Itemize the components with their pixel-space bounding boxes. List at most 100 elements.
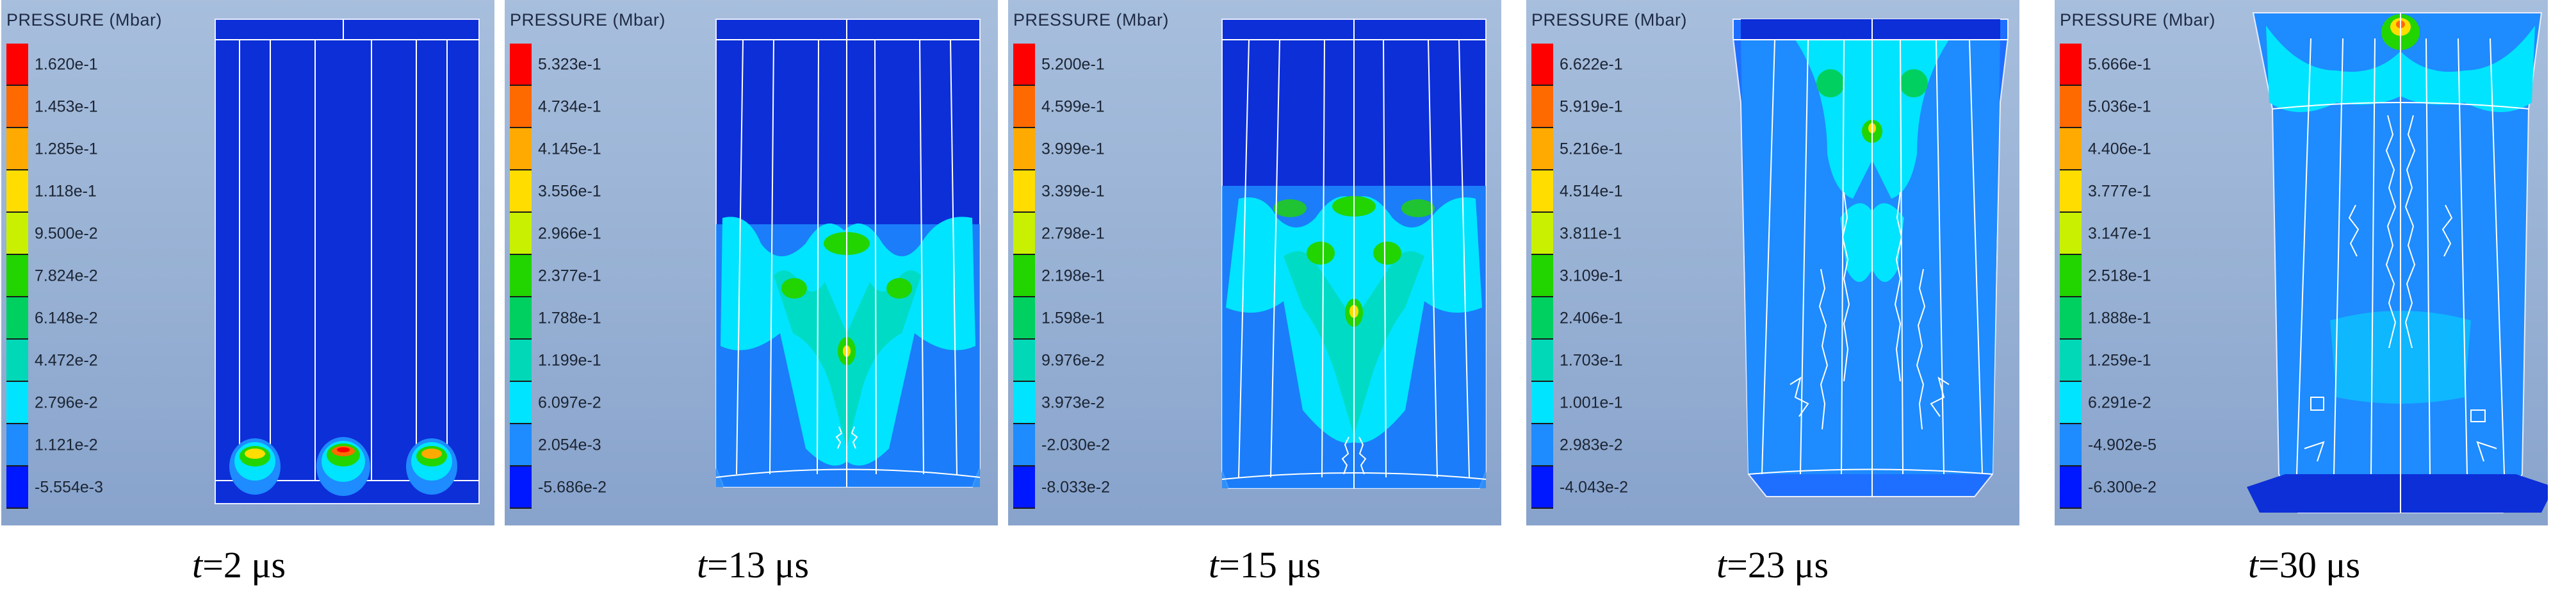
legend-tick-label: 1.620e-1	[35, 55, 98, 74]
caption-t-symbol: t	[1716, 544, 1727, 586]
legend-color-swatch	[510, 466, 532, 509]
legend-tick-label: 1.259e-1	[2088, 351, 2151, 370]
legend-color-swatch	[2060, 382, 2082, 424]
simulation-panel-t15: PRESSURE (Mbar) 5.200e-1 4.599e-1 3.999e-1 3…	[1008, 0, 1501, 525]
legend-color-swatch	[6, 340, 28, 382]
color-legend-bar	[2060, 44, 2082, 509]
legend-tick-label: 3.399e-1	[1041, 182, 1105, 201]
pressure-field-t23	[1732, 19, 2009, 497]
legend-color-swatch	[510, 128, 532, 170]
legend-tick-label: 1.888e-1	[2088, 309, 2151, 327]
legend-tick-label: 5.216e-1	[1560, 140, 1623, 158]
color-legend-bar	[6, 44, 28, 509]
legend-color-swatch	[1013, 44, 1035, 86]
legend-tick-label: 5.323e-1	[538, 55, 601, 74]
legend-title: PRESSURE (Mbar)	[1013, 10, 1170, 29]
legend-tick-label: 4.599e-1	[1041, 97, 1105, 116]
legend-tick-label: 4.734e-1	[538, 97, 601, 116]
caption-t15: t=15 μs	[1209, 544, 1321, 586]
caption-unit: μs	[2316, 544, 2361, 586]
legend-color-swatch	[1013, 86, 1035, 128]
legend-color-swatch	[1013, 382, 1035, 424]
legend-color-swatch	[1013, 128, 1035, 170]
legend-color-swatch	[510, 382, 532, 424]
caption-t-symbol: t	[697, 544, 708, 586]
legend-color-swatch	[1531, 382, 1553, 424]
legend-color-swatch	[6, 424, 28, 466]
legend-color-swatch	[510, 424, 532, 466]
legend-tick-label: 3.777e-1	[2088, 182, 2151, 201]
legend-color-swatch	[510, 340, 532, 382]
legend-color-swatch	[1013, 340, 1035, 382]
legend-color-swatch	[1013, 255, 1035, 297]
legend-color-swatch	[2060, 128, 2082, 170]
legend-tick-label: 2.198e-1	[1041, 267, 1105, 285]
legend-color-swatch	[2060, 86, 2082, 128]
legend-color-swatch	[510, 213, 532, 255]
legend-tick-label: -5.554e-3	[35, 478, 104, 497]
legend-tick-label: 2.983e-2	[1560, 436, 1623, 454]
legend-color-swatch	[1013, 170, 1035, 213]
legend-tick-label: 3.811e-1	[1560, 224, 1622, 243]
legend-color-swatch	[1531, 128, 1553, 170]
simulation-panel-t13: PRESSURE (Mbar) 5.323e-1 4.734e-1 4.145e-1 3…	[505, 0, 998, 525]
legend-tick-label: 7.824e-2	[35, 267, 98, 285]
legend-tick-label: 5.036e-1	[2088, 97, 2151, 116]
legend-color-swatch	[1013, 213, 1035, 255]
legend-color-swatch	[510, 170, 532, 213]
legend-title: PRESSURE (Mbar)	[2060, 10, 2216, 29]
legend-tick-label: -8.033e-2	[1041, 478, 1111, 497]
legend-color-swatch	[1531, 170, 1553, 213]
legend-tick-label: 9.976e-2	[1041, 351, 1105, 370]
legend-title: PRESSURE (Mbar)	[1531, 10, 1688, 29]
legend-color-swatch	[1531, 297, 1553, 340]
legend-color-swatch	[1013, 424, 1035, 466]
legend-tick-label: 3.973e-2	[1041, 393, 1105, 412]
legend-tick-label: -6.300e-2	[2088, 478, 2157, 497]
legend-tick-label: 1.001e-1	[1560, 393, 1623, 412]
legend-tick-label: -4.902e-5	[2088, 436, 2157, 454]
simulation-panel-t2: PRESSURE (Mbar) 1.620e-1 1.453e-1 1.285e-1 1…	[1, 0, 494, 525]
legend-tick-label: 1.285e-1	[35, 140, 98, 158]
caption-unit: μs	[1784, 544, 1829, 586]
legend-color-swatch	[6, 170, 28, 213]
caption-t13: t=13 μs	[697, 544, 810, 586]
legend-tick-label: 5.919e-1	[1560, 97, 1623, 116]
legend-tick-label: 6.622e-1	[1560, 55, 1623, 74]
legend-title: PRESSURE (Mbar)	[510, 10, 666, 29]
caption-unit: μs	[1276, 544, 1321, 586]
legend-color-swatch	[2060, 44, 2082, 86]
legend-color-swatch	[1531, 424, 1553, 466]
legend-color-swatch	[2060, 213, 2082, 255]
legend-tick-label: 3.109e-1	[1560, 267, 1623, 285]
legend-tick-label: -4.043e-2	[1560, 478, 1629, 497]
legend-tick-label: 4.514e-1	[1560, 182, 1623, 201]
legend-color-swatch	[6, 44, 28, 86]
caption-unit: μs	[765, 544, 810, 586]
legend-tick-label: 2.796e-2	[35, 393, 98, 412]
legend-tick-label: 3.556e-1	[538, 182, 601, 201]
simulation-panel-t23: PRESSURE (Mbar) 6.622e-1 5.919e-1 5.216e-1 4…	[1526, 0, 2019, 525]
legend-tick-label: 6.097e-2	[538, 393, 601, 412]
legend-color-swatch	[6, 255, 28, 297]
legend-tick-label: 6.148e-2	[35, 309, 98, 327]
legend-tick-label: 2.377e-1	[538, 267, 601, 285]
legend-color-swatch	[510, 255, 532, 297]
legend-color-swatch	[1531, 255, 1553, 297]
legend-color-swatch	[510, 44, 532, 86]
legend-color-swatch	[6, 466, 28, 509]
simulation-panel-t30: PRESSURE (Mbar) 5.666e-1 5.036e-1 4.406e-1 3…	[2055, 0, 2548, 525]
color-legend-bar	[510, 44, 532, 509]
caption-t30: t=30 μs	[2248, 544, 2361, 586]
legend-tick-label: 2.966e-1	[538, 224, 601, 243]
legend-tick-label: -5.686e-2	[538, 478, 607, 497]
caption-t-symbol: t	[192, 544, 203, 586]
legend-tick-label: 2.798e-1	[1041, 224, 1105, 243]
legend-tick-label: 3.147e-1	[2088, 224, 2151, 243]
caption-t23: t=23 μs	[1716, 544, 1829, 586]
legend-color-swatch	[6, 382, 28, 424]
pressure-field-t30	[2247, 12, 2548, 513]
legend-tick-label: 2.518e-1	[2088, 267, 2151, 285]
legend-color-swatch	[1013, 466, 1035, 509]
legend-color-swatch	[2060, 340, 2082, 382]
